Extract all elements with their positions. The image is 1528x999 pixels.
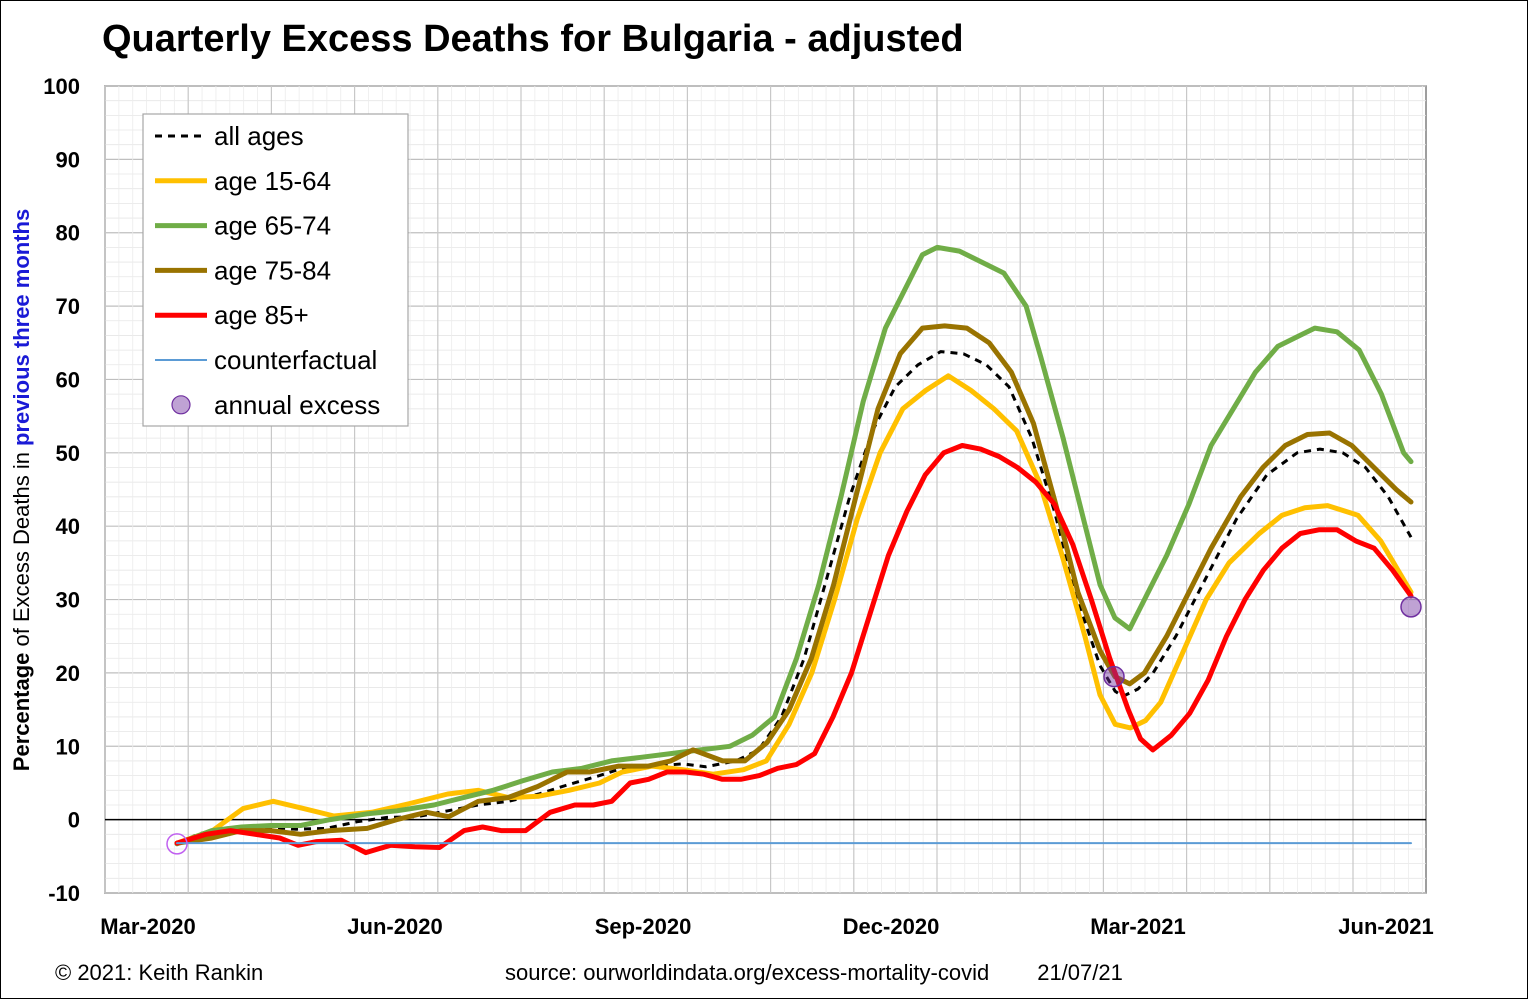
y-tick-label: 40: [56, 514, 80, 539]
annual-excess-markers: [166, 596, 1422, 855]
series-line-age-65-74: [174, 244, 1414, 847]
y-tick-label: -10: [48, 881, 80, 906]
annual-excess-marker: [1103, 665, 1125, 688]
legend-label: age 65-74: [214, 211, 331, 241]
legend: all ages age 15-64 age 65-74 age 75-84 age 8…: [142, 113, 409, 427]
x-tick-label: Mar-2021: [1090, 914, 1185, 939]
legend-label: age 85+: [214, 300, 309, 330]
source-note: source: ourworldindata.org/excess-mortal…: [505, 960, 1123, 986]
annual-excess-marker: [166, 833, 188, 855]
y-tick-label: 90: [56, 147, 80, 172]
x-tick-label: Jun-2020: [347, 914, 442, 939]
series-line-age-75-84: [174, 323, 1414, 846]
y-tick-label: 80: [56, 221, 80, 246]
chart-title: Quarterly Excess Deaths for Bulgaria - a…: [102, 18, 964, 60]
x-tick-label: Sep-2020: [595, 914, 692, 939]
legend-label: counterfactual: [214, 345, 377, 375]
y-tick-label: 100: [43, 74, 80, 99]
series-line-age-85-: [174, 443, 1414, 856]
y-tick-label: 10: [56, 734, 80, 759]
series-lines: [174, 244, 1414, 856]
y-tick-label: 70: [56, 294, 80, 319]
x-tick-label: Dec-2020: [843, 914, 940, 939]
legend-label: age 75-84: [214, 255, 331, 285]
y-tick-label: 20: [56, 661, 80, 686]
x-tick-label: Jun-2021: [1338, 914, 1433, 939]
y-tick-label: 30: [56, 588, 80, 613]
annual-excess-marker: [1400, 596, 1422, 618]
y-tick-label: 0: [68, 808, 80, 833]
y-tick-label: 60: [56, 367, 80, 392]
legend-marker: [171, 395, 191, 415]
date-text: 21/07/21: [1037, 960, 1123, 985]
axes: -10 0 10 20 30 40 50 60 70 80 90 100 Mar-2020 Jun-202…: [43, 74, 1433, 939]
y-tick-label: 50: [56, 441, 80, 466]
source-text: source: ourworldindata.org/excess-mortal…: [505, 960, 990, 985]
x-tick-label: Mar-2020: [100, 914, 195, 939]
legend-label: all ages: [214, 121, 304, 151]
copyright-note: © 2021: Keith Rankin: [55, 960, 264, 985]
series-line-age-15-64: [174, 373, 1414, 846]
legend-label: age 15-64: [214, 166, 331, 196]
legend-label: annual excess: [214, 390, 380, 420]
